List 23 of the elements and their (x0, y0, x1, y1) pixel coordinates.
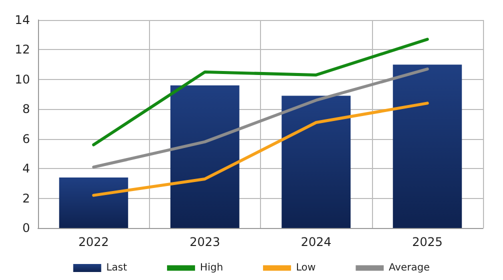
bar (282, 96, 351, 228)
x-tick-label: 2022 (78, 235, 109, 249)
x-tick-label: 2024 (300, 235, 332, 249)
legend-label: Last (106, 262, 128, 274)
y-tick-label: 4 (22, 162, 30, 176)
x-tick-label: 2023 (190, 235, 220, 249)
y-tick-label: 10 (14, 72, 30, 86)
y-tick-label: 14 (14, 13, 30, 27)
x-tick-label: 2025 (412, 235, 443, 249)
line-series (92, 68, 429, 169)
y-tick-label: 8 (22, 102, 30, 116)
y-tick-label: 0 (22, 221, 30, 235)
y-tick-label: 6 (22, 132, 30, 146)
legend-label: High (200, 262, 224, 274)
y-tick-label: 2 (22, 191, 30, 206)
line-series (92, 102, 429, 197)
line-series (92, 38, 429, 146)
bar (59, 177, 128, 228)
legend-label: Low (296, 262, 316, 274)
legend-label: Average (388, 262, 430, 274)
bar (392, 64, 462, 228)
y-tick-label: 12 (14, 42, 30, 57)
bar (170, 85, 240, 228)
